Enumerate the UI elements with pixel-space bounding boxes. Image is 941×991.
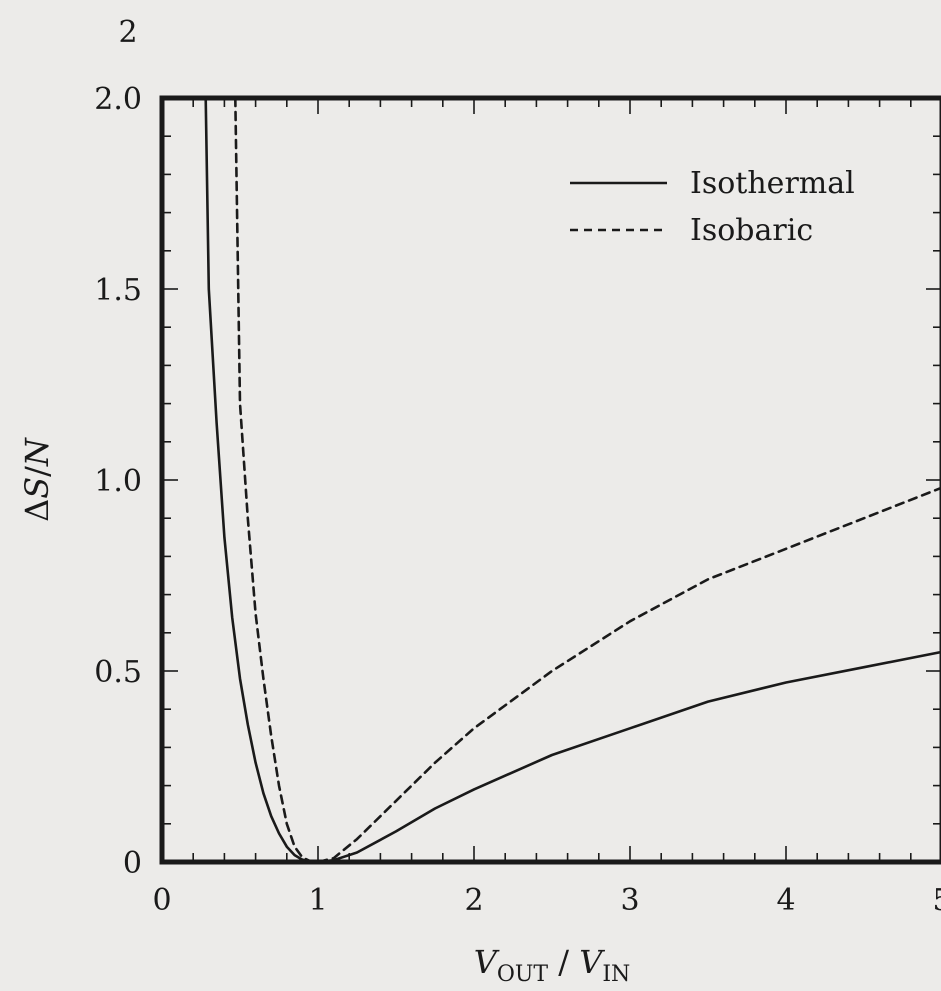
axis-ticks [161,97,941,863]
x-tick-label: 4 [776,883,795,918]
x-tick-label: 3 [620,883,639,918]
x-tick-label: 5 [932,883,941,918]
y-tick-label: 0.5 [94,655,142,690]
y-title-n: N [18,437,56,467]
y-title-slash: / [18,466,56,477]
x-title-v2: V [579,943,605,981]
x-tick-label: 0 [152,883,171,918]
y-axis-title: ΔS/N [18,437,56,522]
x-tick-label: 1 [308,883,327,918]
y-tick-label: 1.0 [94,464,142,499]
y-tick-label: 2.0 [94,82,142,117]
legend-label-isothermal: Isothermal [690,166,855,201]
x-tick-label: 2 [464,883,483,918]
y-title-delta: Δ [18,499,56,522]
series-line-isothermal [204,96,941,864]
top-left-label: 2 [118,15,137,50]
series-line-isobaric [234,96,941,864]
y-title-s: S [18,477,56,499]
x-title-sub-out: OUT [497,962,549,987]
x-title-v: V [474,943,500,981]
axis-tick-labels: 0 1 2 3 4 5 0 0.5 1.0 1.5 2.0 [94,82,941,918]
plot-frame [159,95,941,865]
x-title-sep: / [548,943,579,981]
series-lines [204,96,941,864]
y-tick-label: 1.5 [94,273,142,308]
x-title-sub-in: IN [602,962,630,987]
legend: Isothermal Isobaric [570,166,855,248]
y-tick-label: 0 [123,846,142,881]
legend-label-isobaric: Isobaric [690,213,813,248]
x-axis-title: VOUT / VIN [474,943,631,987]
